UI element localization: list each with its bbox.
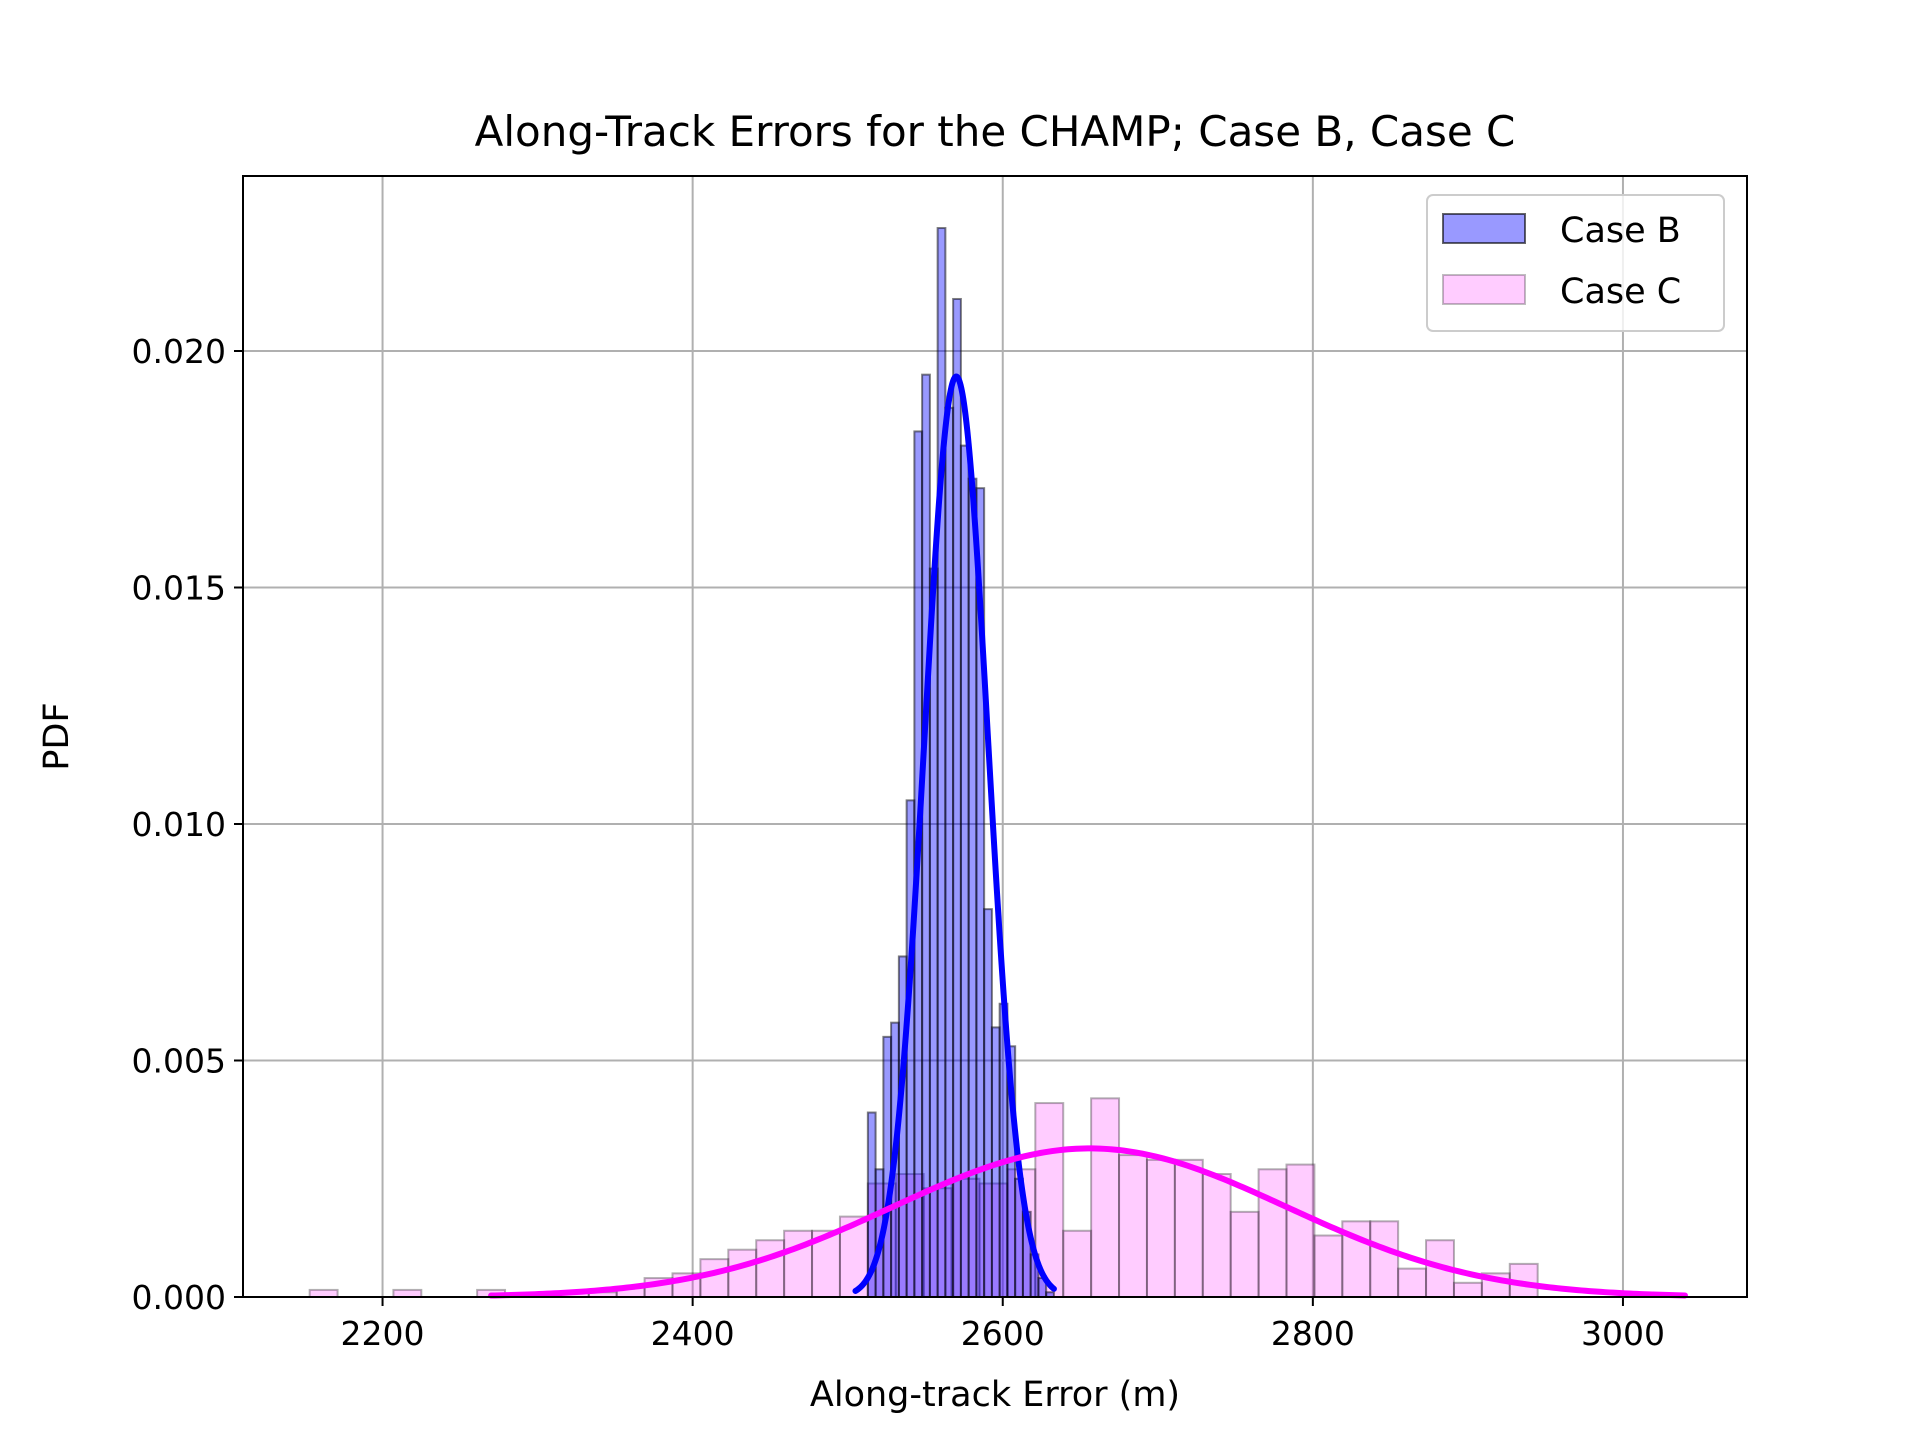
legend-box	[1426, 194, 1725, 332]
chart-title: Along-Track Errors for the CHAMP; Case B…	[475, 107, 1516, 156]
case-c-bar	[308, 1288, 339, 1298]
case-c-bar	[1090, 1097, 1121, 1299]
y-tick-label: 0.010	[132, 805, 226, 844]
case-b-fit-curve	[852, 373, 1057, 1294]
case-b-bar	[983, 908, 993, 1298]
case-c-bar	[1452, 1281, 1483, 1299]
case-b-bar	[921, 373, 931, 1299]
x-axis-title: Along-track Error (m)	[810, 1375, 1180, 1415]
y-tick-label: 0.000	[132, 1278, 226, 1317]
axis-ticks: 2200 2400 2600 2800 3000 0.000 0.005 0.010 0.015…	[132, 332, 1665, 1353]
case-c-bar	[1369, 1220, 1400, 1298]
case-b-bar	[944, 406, 955, 1298]
x-tick-label: 2600	[961, 1314, 1045, 1353]
case-b-bar	[882, 1035, 893, 1298]
legend-swatch-case-c	[1442, 274, 1526, 305]
case-c-bar	[392, 1288, 423, 1298]
y-axis-title: PDF	[37, 702, 77, 770]
legend-label-case-b: Case B	[1560, 211, 1681, 251]
case-c-bar	[1229, 1210, 1260, 1298]
case-c-bar	[1313, 1234, 1344, 1298]
legend-swatch-case-b	[1442, 213, 1526, 244]
case-c-bar	[1062, 1229, 1093, 1299]
case-c-bar	[1285, 1163, 1316, 1298]
fit-curves	[488, 373, 1688, 1299]
plot-frame	[242, 175, 1748, 1298]
y-tick-label: 0.005	[132, 1042, 226, 1081]
case-c-bar	[1118, 1154, 1148, 1299]
case-c-fit-curve	[488, 1145, 1688, 1299]
case-b-bar	[936, 227, 947, 1298]
case-c-bar	[1173, 1158, 1204, 1298]
case-c-bar	[1397, 1267, 1428, 1298]
case-c-bar	[950, 1177, 981, 1299]
x-tick-label: 2400	[651, 1314, 735, 1353]
case-c-bar	[1145, 1158, 1176, 1298]
case-c-bar	[1257, 1168, 1288, 1298]
y-tick-label: 0.020	[132, 332, 226, 371]
x-tick-label: 2200	[341, 1314, 425, 1353]
case-c-bar	[727, 1248, 758, 1299]
x-tick-label: 3000	[1581, 1314, 1665, 1353]
x-tick-label: 2800	[1271, 1314, 1355, 1353]
case-b-bar	[959, 444, 970, 1298]
legend-label-case-c: Case C	[1560, 272, 1681, 312]
case-c-bar	[1201, 1173, 1232, 1299]
case-c-bar	[755, 1239, 786, 1298]
legend: Case B Case C	[1426, 194, 1725, 332]
y-tick-label: 0.015	[132, 569, 226, 608]
case-b-bar	[952, 297, 962, 1299]
